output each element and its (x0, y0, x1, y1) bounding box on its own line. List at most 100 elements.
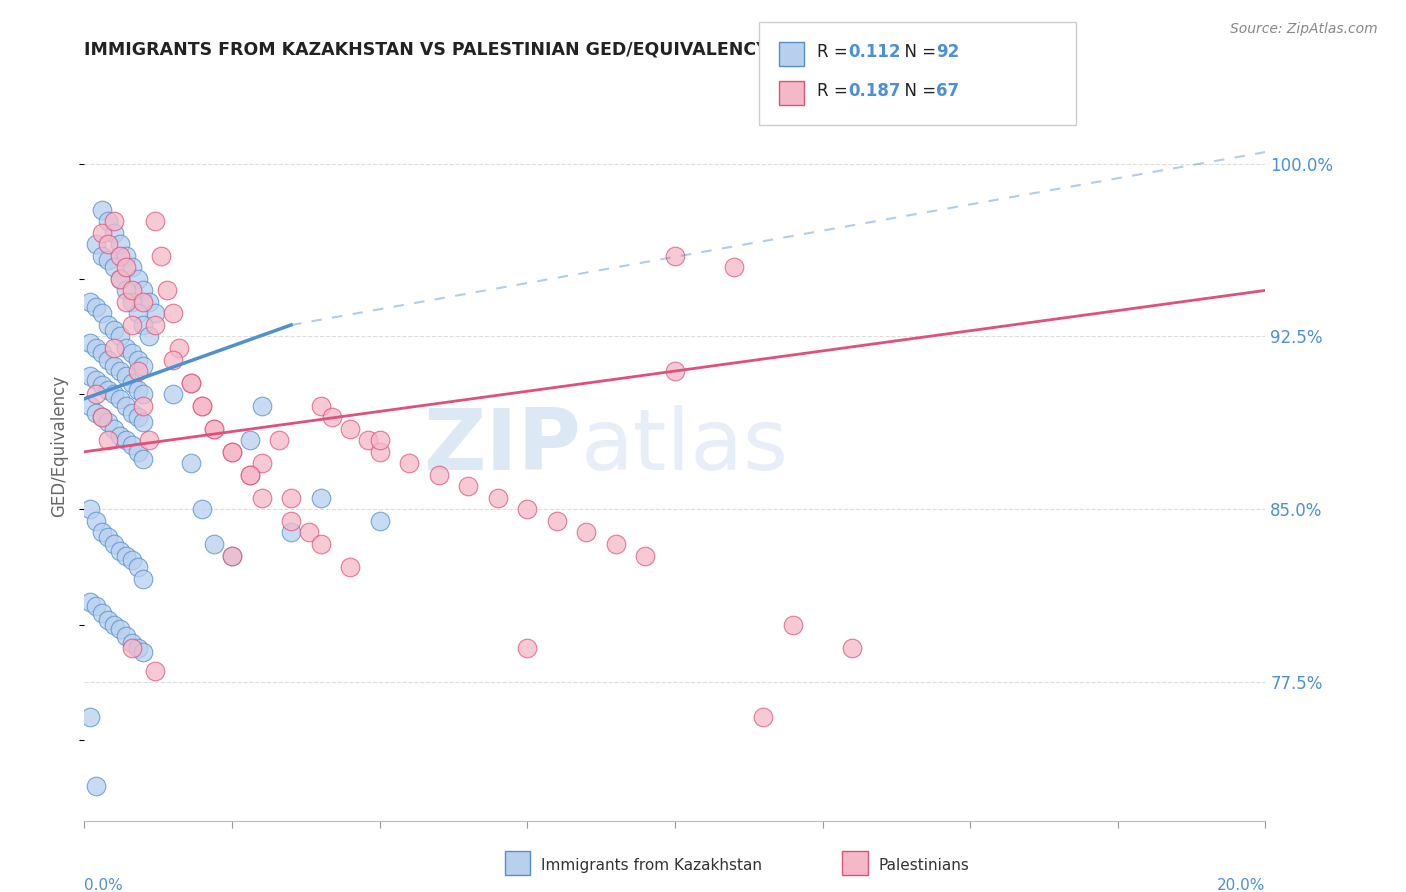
Point (121, 406, 143, 420)
Point (138, 329, 160, 343)
Point (97, 415, 120, 429)
Point (127, 272, 149, 286)
Text: Palestinians: Palestinians (879, 858, 970, 872)
Point (97, 318, 120, 332)
Point (427, 467, 450, 482)
Point (664, 364, 686, 378)
Point (121, 636, 143, 650)
Point (114, 549, 136, 563)
Point (132, 451, 155, 466)
Text: 67: 67 (936, 82, 959, 100)
Point (79, 502, 101, 516)
Point (202, 422, 225, 436)
Point (114, 434, 136, 448)
Point (97, 253, 120, 268)
Point (162, 387, 184, 401)
Point (202, 422, 225, 436)
Point (91, 410, 114, 425)
Point (309, 491, 332, 505)
Point (91, 378, 114, 392)
Point (97, 434, 120, 448)
Point (108, 392, 131, 406)
Point (84, 779, 107, 793)
Point (79, 294, 101, 309)
Point (84, 373, 107, 387)
Point (132, 572, 155, 586)
Point (108, 622, 131, 636)
Point (269, 434, 291, 448)
Point (121, 284, 143, 298)
Point (97, 530, 120, 544)
Point (221, 549, 243, 563)
Point (84, 599, 107, 614)
Point (97, 352, 120, 367)
Point (121, 376, 143, 390)
Text: Source: ZipAtlas.com: Source: ZipAtlas.com (1230, 22, 1378, 37)
Point (180, 376, 202, 390)
Text: Immigrants from Kazakhstan: Immigrants from Kazakhstan (541, 858, 762, 872)
Point (103, 359, 125, 374)
Point (127, 444, 149, 458)
Point (150, 249, 173, 263)
Point (103, 537, 125, 551)
Point (127, 364, 149, 378)
Point (103, 226, 125, 240)
Point (457, 479, 479, 493)
Point (132, 284, 155, 298)
Point (162, 306, 184, 320)
Point (84, 237, 107, 252)
Text: 0.187: 0.187 (848, 82, 900, 100)
Text: 20.0%: 20.0% (1218, 879, 1265, 892)
Point (103, 617, 125, 632)
Text: IMMIGRANTS FROM KAZAKHSTAN VS PALESTINIAN GED/EQUIVALENCY CORRELATION CHART: IMMIGRANTS FROM KAZAKHSTAN VS PALESTINIA… (84, 41, 984, 59)
Point (191, 399, 214, 413)
Point (398, 456, 420, 470)
Point (127, 352, 149, 367)
Point (143, 306, 166, 320)
Point (84, 514, 107, 528)
Point (91, 226, 114, 240)
Point (114, 629, 136, 643)
Point (368, 514, 391, 528)
Text: N =: N = (894, 82, 942, 100)
Point (752, 710, 775, 724)
Point (321, 410, 343, 425)
Point (309, 399, 332, 413)
Point (127, 410, 149, 425)
Point (97, 214, 120, 228)
Text: 92: 92 (936, 43, 960, 61)
Point (91, 345, 114, 359)
Point (138, 294, 160, 309)
Point (250, 491, 273, 505)
Point (221, 444, 243, 458)
Text: 0.0%: 0.0% (84, 879, 124, 892)
Point (516, 502, 538, 516)
Point (91, 202, 114, 217)
Point (605, 537, 627, 551)
Point (339, 422, 361, 436)
Point (114, 249, 136, 263)
Point (103, 322, 125, 336)
Point (114, 341, 136, 355)
Point (250, 399, 273, 413)
Point (180, 456, 202, 470)
Point (127, 306, 149, 320)
Point (546, 514, 568, 528)
Point (132, 645, 155, 659)
Point (132, 387, 155, 401)
Point (91, 249, 114, 263)
Point (84, 341, 107, 355)
Point (121, 294, 143, 309)
Point (97, 613, 120, 627)
Point (103, 422, 125, 436)
Point (516, 640, 538, 655)
Point (108, 272, 131, 286)
Point (250, 456, 273, 470)
Point (114, 260, 136, 275)
Point (280, 491, 302, 505)
Point (91, 606, 114, 620)
Point (191, 399, 214, 413)
Point (121, 640, 143, 655)
Point (108, 329, 131, 343)
Text: R =: R = (817, 43, 853, 61)
